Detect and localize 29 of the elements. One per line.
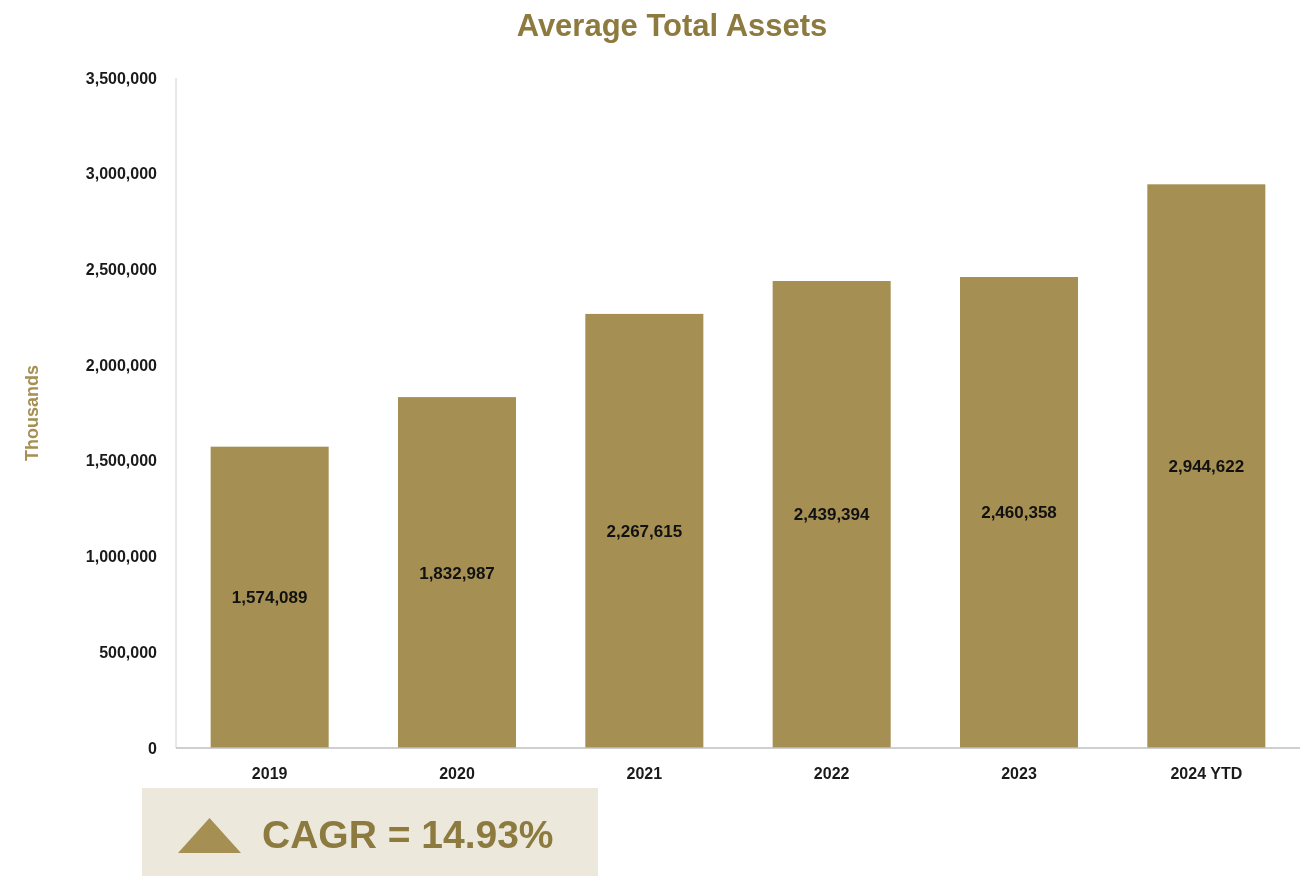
bar xyxy=(585,313,704,748)
x-tick-label: 2021 xyxy=(626,765,663,782)
x-tick-label: 2020 xyxy=(439,765,475,782)
y-tick-label: 1,500,000 xyxy=(85,452,158,470)
x-tick-label: 2024 YTD xyxy=(1170,765,1243,782)
y-tick-label: 3,000,000 xyxy=(85,165,158,183)
y-tick-label: 1,000,000 xyxy=(85,548,158,566)
data-label: 2,267,615 xyxy=(606,521,683,541)
y-tick-label: 500,000 xyxy=(99,643,158,661)
bar xyxy=(772,281,891,748)
y-tick-label: 3,500,000 xyxy=(85,69,158,87)
y-tick-label: 0 xyxy=(148,739,158,757)
data-label: 2,439,394 xyxy=(793,505,871,525)
y-tick-label: 2,500,000 xyxy=(85,261,158,279)
bar xyxy=(397,397,517,748)
data-label: 1,574,089 xyxy=(231,588,308,608)
x-tick-label: 2019 xyxy=(251,765,288,782)
bar xyxy=(959,277,1079,748)
y-tick-label: 2,000,000 xyxy=(85,356,158,374)
text: CAGR = 14.93% xyxy=(262,813,554,856)
x-tick-label: 2023 xyxy=(1001,765,1037,782)
data-label: 2,944,622 xyxy=(1168,457,1245,477)
data-label: 1,832,987 xyxy=(419,563,495,583)
chart-title: Average Total Assets xyxy=(516,8,828,43)
y-axis-title: Thousands xyxy=(22,364,42,462)
data-label: 2,460,358 xyxy=(981,503,1057,523)
x-tick-label: 2022 xyxy=(813,765,850,782)
bar xyxy=(1147,184,1266,748)
bar xyxy=(210,446,329,748)
